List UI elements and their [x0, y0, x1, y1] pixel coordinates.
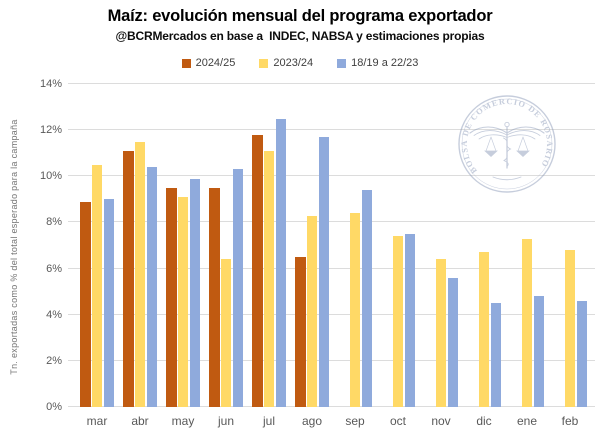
x-axis-label-ago: ago [301, 414, 323, 428]
gridline-10% [68, 175, 595, 177]
bar-2024-25-ago [295, 257, 306, 407]
legend-label: 18/19 a 22/23 [351, 57, 419, 69]
bar-18-19-a-22-23-may [189, 178, 200, 407]
bar-18-19-a-22-23-mar [103, 199, 114, 407]
legend-swatch [337, 58, 347, 68]
x-axis-label-nov: nov [431, 414, 451, 428]
bar-18-19-a-22-23-jul [275, 118, 286, 407]
plot-area: 0% 2% 4% 6% 8% 10% 12% 14% mar abr may jun jul ago sep… [40, 78, 595, 428]
bar-2023-24-ene [521, 238, 533, 407]
bar-18-19-a-22-23-dic [490, 303, 501, 407]
legend-label: 2023/24 [273, 57, 314, 69]
y-tick-label: 12% [39, 124, 62, 137]
x-axis-label-may: may [171, 414, 195, 428]
x-axis-label-jun: jun [217, 414, 235, 428]
bar-2023-24-oct [392, 236, 404, 407]
bar-2023-24-may [177, 197, 189, 407]
bar-2023-24-dic [478, 252, 490, 407]
x-axis-label-oct: oct [389, 414, 407, 428]
legend-swatch [181, 58, 191, 68]
bar-18-19-a-22-23-jun [232, 169, 243, 407]
legend-item-2024-25: 2024/25 [181, 57, 236, 69]
y-tick-label: 2% [46, 354, 62, 367]
x-axis-label-abr: abr [131, 414, 149, 428]
bar-2024-25-jun [209, 187, 220, 407]
bar-18-19-a-22-23-sep [361, 190, 372, 407]
bar-2023-24-jun [220, 259, 232, 407]
bar-2024-25-may [166, 187, 177, 407]
bar-18-19-a-22-23-nov [447, 277, 458, 407]
y-tick-label: 0% [46, 401, 62, 413]
gridline-2% [68, 359, 595, 361]
gridline-0% [68, 406, 595, 407]
y-tick-label: 4% [46, 308, 62, 321]
x-axis-label-dic: dic [476, 414, 492, 428]
y-tick-label: 10% [39, 170, 62, 183]
bar-2023-24-abr [134, 141, 146, 407]
bar-2024-25-mar [80, 201, 91, 407]
bar-2023-24-jul [263, 150, 275, 407]
x-axis-label-feb: feb [561, 414, 579, 428]
y-tick-label: 14% [39, 78, 62, 90]
bcr-rosario-seal-watermark: BOLSA DE COMERCIO DE ROSARIO [458, 95, 556, 193]
bar-2023-24-sep [349, 213, 361, 407]
x-axis-label-sep: sep [345, 414, 365, 428]
bar-18-19-a-22-23-oct [404, 233, 415, 407]
gridline-8% [68, 221, 595, 223]
legend-item-18-19-a-22-23: 18/19 a 22/23 [337, 57, 418, 69]
bar-2023-24-feb [564, 250, 576, 407]
bar-18-19-a-22-23-abr [146, 167, 157, 407]
y-axis-title: Tn. exportadas como % del total esperado… [9, 119, 19, 375]
bar-18-19-a-22-23-ene [533, 296, 544, 407]
x-axis-label-jul: jul [262, 414, 276, 428]
bar-18-19-a-22-23-ago [318, 137, 329, 407]
y-tick-label: 8% [46, 216, 62, 229]
x-axis-label-mar: mar [86, 414, 108, 428]
x-axis-label-ene: ene [516, 414, 538, 428]
gridline-12% [68, 129, 595, 131]
y-tick-label: 6% [46, 262, 62, 275]
legend-item-2023-24: 2023/24 [259, 57, 313, 69]
gridline-14% [68, 83, 595, 84]
bar-2024-25-jul [252, 134, 263, 407]
chart-title: Maíz: evolución mensual del programa exp… [107, 7, 493, 25]
bar-2023-24-mar [91, 164, 103, 407]
bar-2024-25-abr [123, 150, 134, 407]
gridline-6% [68, 267, 595, 269]
chart-legend: 2024/25 2023/24 18/19 a 22/23 [0, 55, 600, 71]
bar-18-19-a-22-23-feb [576, 300, 587, 407]
legend-label: 2024/25 [195, 57, 236, 69]
chart-subtitle: @BCRMercados en base a INDEC, NABSA y es… [115, 29, 485, 43]
gridline-4% [68, 313, 595, 315]
bar-2023-24-nov [435, 259, 447, 407]
bar-2023-24-ago [306, 215, 318, 407]
legend-swatch [259, 58, 269, 68]
